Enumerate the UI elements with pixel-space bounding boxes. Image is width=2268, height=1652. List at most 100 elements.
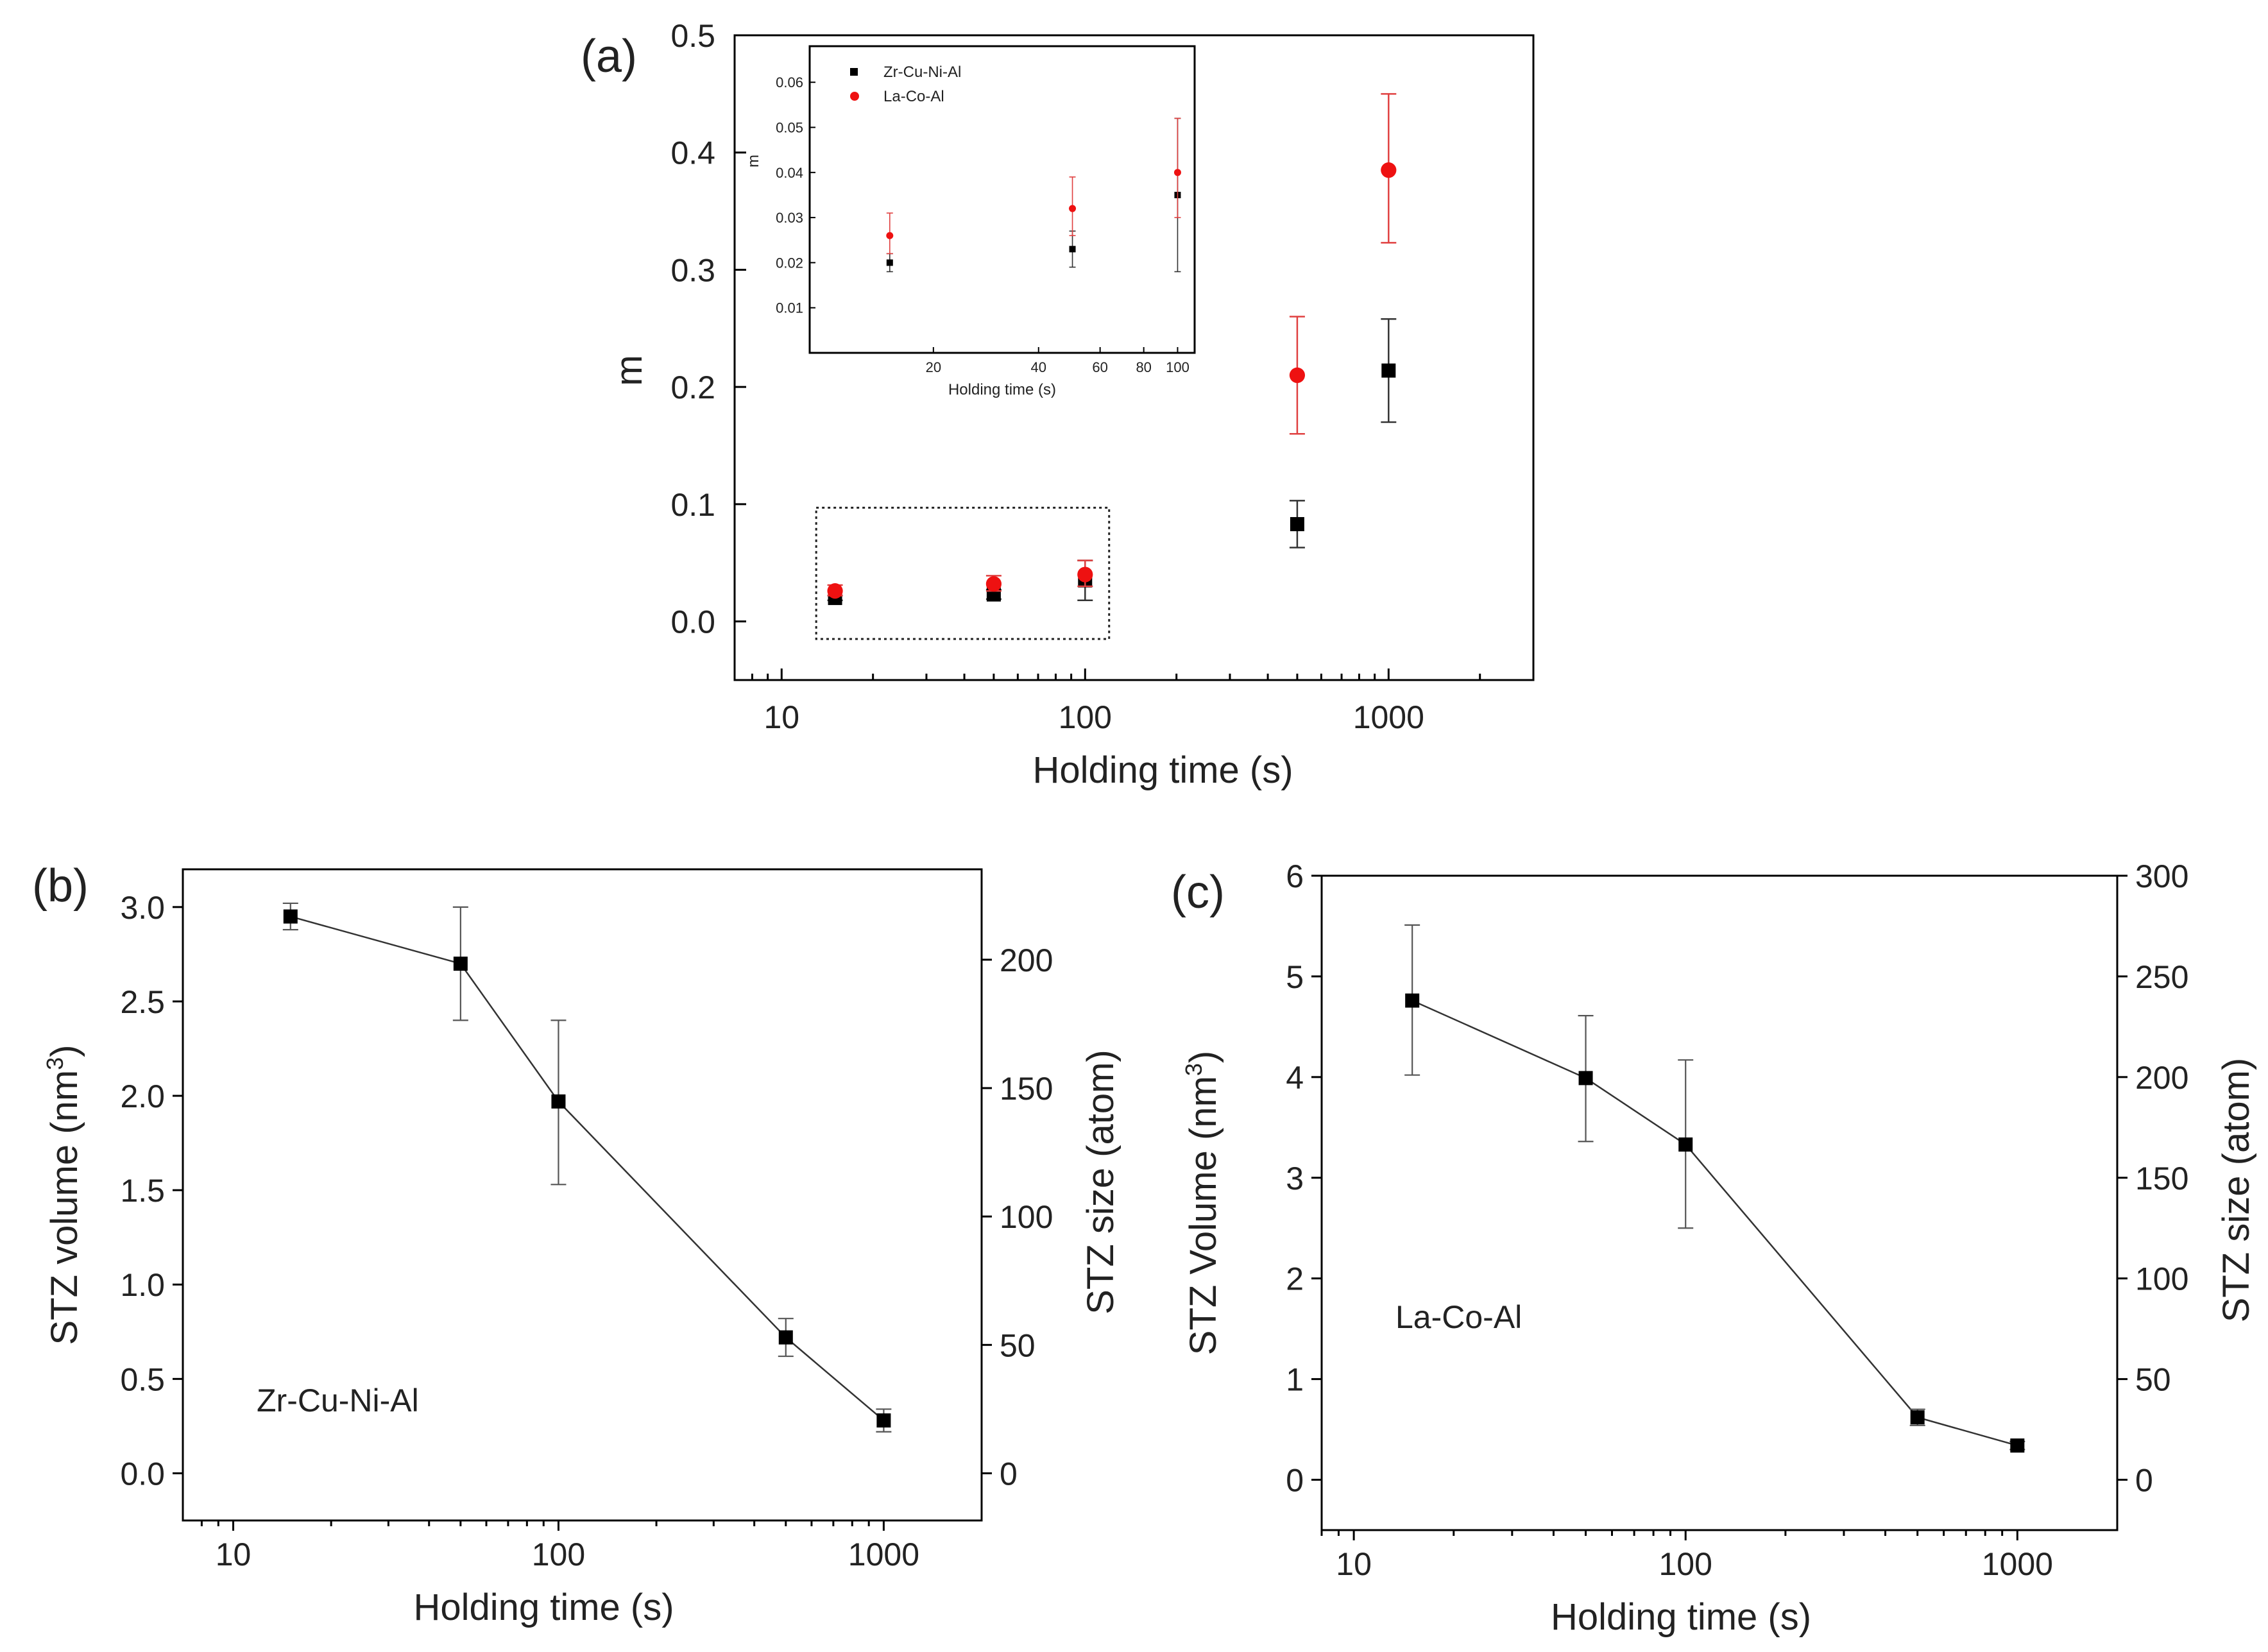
b-ytick-label: 1.0 xyxy=(120,1267,165,1303)
a-xlabel: Holding time (s) xyxy=(1032,749,1293,791)
a-series-la-marker xyxy=(985,576,1002,592)
a-inset: 0.01 0.02 0.03 0.04 0.05 0.06 20 40 60 80 100 Holdi… xyxy=(745,45,1196,398)
inset-xtick-label: 20 xyxy=(926,359,941,375)
inset-ytick-label: 0.03 xyxy=(776,210,803,226)
a-ylabel: m xyxy=(608,355,650,386)
c-ytick-label: 3 xyxy=(1286,1161,1304,1196)
b-ylabel-main: STZ volume (nm xyxy=(44,1070,85,1345)
b-panel-label: (b) xyxy=(32,860,89,912)
c-panel-label: (c) xyxy=(1171,867,1225,918)
c-series-marker xyxy=(1405,993,1420,1008)
inset-series-zr-marker xyxy=(1069,246,1076,253)
c-plot-frame xyxy=(1320,874,2119,1531)
b-y2tick-label: 200 xyxy=(1000,942,1053,978)
c-ytick-label: 0 xyxy=(1286,1463,1304,1499)
c-ylabel-sup: 3 xyxy=(1181,1063,1207,1076)
b-y2tick-label: 50 xyxy=(1000,1327,1036,1363)
inset-plot-frame xyxy=(808,45,1196,354)
c-xtick-label: 10 xyxy=(1336,1546,1372,1582)
b-ytick-label: 2.5 xyxy=(120,984,165,1020)
b-series-marker xyxy=(876,1413,891,1428)
b-ytick-label: 1.5 xyxy=(120,1173,165,1209)
c-ytick-label: 2 xyxy=(1286,1261,1304,1297)
inset-xtick-label: 100 xyxy=(1166,359,1189,375)
inset-ytick-label: 0.02 xyxy=(776,255,803,271)
c-ytick-label: 5 xyxy=(1286,959,1304,995)
c-y2tick-label: 50 xyxy=(2135,1362,2171,1398)
b-series-marker xyxy=(551,1094,566,1109)
b-ytick-label: 3.0 xyxy=(120,890,165,926)
b-y2label: STZ size (atom) xyxy=(1080,1050,1121,1315)
inset-legend-marker xyxy=(850,68,858,76)
inset-series-la-marker xyxy=(886,232,894,239)
inset-xlabel: Holding time (s) xyxy=(948,381,1056,398)
a-series-zr-marker xyxy=(1290,516,1304,531)
inset-xtick-label: 40 xyxy=(1031,359,1046,375)
c-y2tick-label: 0 xyxy=(2135,1463,2153,1499)
inset-ylabel: m xyxy=(745,155,762,167)
a-plot-frame xyxy=(733,34,1535,681)
panel-a: (a) 0.0 0.1 0.2 0.3 0.4 0.5 10 100 1000 Holding ti… xyxy=(581,18,1535,791)
c-xlabel: Holding time (s) xyxy=(1551,1596,1811,1638)
inset-legend-marker xyxy=(850,92,859,101)
c-ytick-label: 6 xyxy=(1286,858,1304,894)
c-series-marker xyxy=(1678,1137,1693,1152)
b-ytick-label: 2.0 xyxy=(120,1078,165,1114)
c-series-marker xyxy=(1578,1071,1593,1086)
c-ylabel-main: STZ Volume (nm xyxy=(1182,1076,1224,1355)
inset-ytick-label: 0.06 xyxy=(776,74,803,90)
b-annotation: Zr-Cu-Ni-Al xyxy=(257,1383,419,1418)
c-series-marker xyxy=(2010,1438,2025,1453)
a-ytick-label: 0.5 xyxy=(670,18,715,54)
inset-ytick-label: 0.05 xyxy=(776,120,803,136)
inset-legend-label: Zr-Cu-Ni-Al xyxy=(883,64,961,81)
a-series-la-marker xyxy=(1289,367,1306,384)
b-y2tick-label: 0 xyxy=(1000,1456,1018,1492)
b-series-marker xyxy=(453,957,468,971)
c-series-marker xyxy=(1910,1410,1925,1425)
b-xlabel: Holding time (s) xyxy=(413,1587,674,1628)
a-ytick-label: 0.0 xyxy=(670,604,715,640)
a-highlight-box xyxy=(815,506,1111,640)
b-xtick-label: 10 xyxy=(216,1537,252,1572)
inset-xtick-label: 80 xyxy=(1136,359,1151,375)
inset-series-la-marker xyxy=(1069,205,1077,212)
panel-b: (b) 0.0 0.5 1.0 1.5 2.0 2.5 3.0 0 50 100 150 200 10 10… xyxy=(32,860,1121,1628)
a-ytick-label: 0.2 xyxy=(670,370,715,405)
b-y2tick-label: 150 xyxy=(1000,1071,1053,1107)
c-ytick-label: 1 xyxy=(1286,1362,1304,1398)
inset-series-la-marker xyxy=(1173,169,1181,176)
c-y2tick-label: 150 xyxy=(2135,1161,2188,1196)
b-ylabel-sup: 3 xyxy=(42,1057,68,1070)
c-xtick-label: 1000 xyxy=(1982,1546,2053,1582)
b-series-marker xyxy=(778,1330,793,1345)
c-y2tick-label: 200 xyxy=(2135,1060,2188,1096)
b-y2tick-label: 100 xyxy=(1000,1199,1053,1235)
c-y2tick-label: 300 xyxy=(2135,858,2188,894)
c-y2label: STZ size (atom) xyxy=(2215,1058,2257,1323)
b-ylabel-tail: ) xyxy=(44,1045,85,1057)
a-ytick-label: 0.3 xyxy=(670,252,715,288)
c-series-line xyxy=(1411,1000,2018,1447)
inset-legend-label: La-Co-Al xyxy=(883,88,944,105)
inset-ytick-label: 0.04 xyxy=(776,165,803,181)
c-ylabel-tail: ) xyxy=(1182,1051,1224,1063)
b-ytick-label: 0.5 xyxy=(120,1361,165,1397)
inset-ytick-label: 0.01 xyxy=(776,300,803,316)
a-panel-label: (a) xyxy=(581,31,637,82)
b-xtick-label: 100 xyxy=(532,1537,585,1572)
b-plot-frame xyxy=(182,868,983,1522)
a-series-zr-marker xyxy=(1381,363,1396,378)
a-series-la-marker xyxy=(1381,162,1397,178)
panel-c: (c) 0 1 2 3 4 5 6 0 50 100 150 200 250 300 10 100 1000 Hol… xyxy=(1171,858,2257,1638)
b-ytick-label: 0.0 xyxy=(120,1456,165,1492)
a-xtick-label: 10 xyxy=(763,699,799,735)
c-xtick-label: 100 xyxy=(1659,1546,1712,1582)
c-y2tick-label: 100 xyxy=(2135,1261,2188,1297)
c-ytick-label: 4 xyxy=(1286,1060,1304,1096)
a-xtick-label: 1000 xyxy=(1353,699,1424,735)
a-ytick-label: 0.4 xyxy=(670,135,715,171)
c-annotation: La-Co-Al xyxy=(1395,1299,1522,1335)
c-y2tick-label: 250 xyxy=(2135,959,2188,995)
